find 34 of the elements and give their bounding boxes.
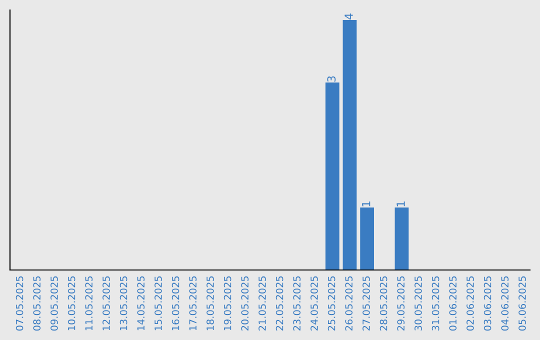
data-label: 4 xyxy=(344,14,353,20)
x-tick-label: 01.06.2025 xyxy=(449,276,457,331)
x-tick-label: 21.05.2025 xyxy=(258,276,266,331)
x-tick-label: 23.05.2025 xyxy=(293,276,301,331)
x-tick-label: 15.05.2025 xyxy=(154,276,162,330)
x-tick-label: 08.05.2025 xyxy=(33,276,41,331)
x-tick-label: 17.05.2025 xyxy=(189,276,197,330)
x-tick-label: 28.05.2025 xyxy=(380,276,388,331)
x-tick-label: 12.05.2025 xyxy=(102,276,110,330)
x-tick-label: 13.05.2025 xyxy=(120,276,128,330)
x-tick-label: 05.06.2025 xyxy=(518,276,526,331)
x-tick-label: 24.05.2025 xyxy=(310,276,318,331)
x-tick-label: 09.05.2025 xyxy=(50,276,58,331)
x-tick-label: 20.05.2025 xyxy=(241,276,249,331)
x-tick-label: 31.05.2025 xyxy=(432,276,440,330)
x-tick-label: 07.05.2025 xyxy=(16,276,24,331)
x-tick-label: 30.05.2025 xyxy=(414,276,422,330)
x-tick-label: 16.05.2025 xyxy=(172,276,180,330)
data-label: 1 xyxy=(396,201,405,206)
x-tick-label: 04.06.2025 xyxy=(501,276,509,331)
x-tick-label: 14.05.2025 xyxy=(137,276,145,330)
x-tick-label: 22.05.2025 xyxy=(276,276,284,331)
x-tick-label: 19.05.2025 xyxy=(224,276,232,330)
x-tick-label: 29.05.2025 xyxy=(397,276,405,331)
data-label: 1 xyxy=(362,201,370,206)
x-tick-label: 18.05.2025 xyxy=(206,276,214,330)
x-tick-label: 27.05.2025 xyxy=(362,276,370,331)
x-tick-label: 11.05.2025 xyxy=(85,276,93,330)
x-tick-label: 02.06.2025 xyxy=(466,276,474,331)
x-tick-label: 03.06.2025 xyxy=(484,276,492,331)
data-label: 3 xyxy=(327,76,336,82)
x-tick-label: 10.05.2025 xyxy=(68,276,76,330)
x-tick-label: 26.05.2025 xyxy=(345,276,353,331)
x-tick-label: 25.05.2025 xyxy=(328,276,336,331)
